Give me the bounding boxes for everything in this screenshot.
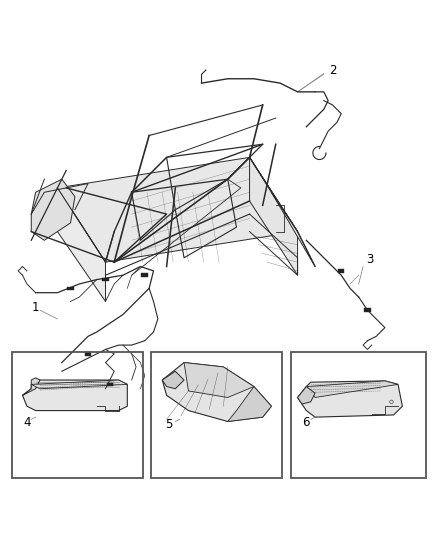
Polygon shape [250, 157, 297, 275]
Bar [151, 352, 283, 478]
Bar [291, 352, 426, 478]
Polygon shape [184, 362, 254, 398]
Polygon shape [31, 380, 127, 389]
Polygon shape [22, 378, 40, 395]
Text: 5: 5 [165, 418, 173, 432]
Bar [338, 269, 344, 272]
Text: 4: 4 [23, 416, 31, 429]
Polygon shape [22, 380, 127, 410]
Polygon shape [162, 372, 184, 389]
Polygon shape [31, 179, 75, 240]
Text: 6: 6 [302, 416, 309, 429]
Text: 3: 3 [366, 254, 373, 266]
Polygon shape [250, 157, 315, 266]
Polygon shape [297, 381, 403, 417]
Polygon shape [228, 386, 272, 422]
Bar [67, 287, 74, 290]
Text: 2: 2 [329, 63, 336, 77]
Polygon shape [57, 157, 297, 262]
Polygon shape [162, 362, 272, 422]
Polygon shape [306, 381, 398, 398]
Bar [364, 309, 371, 312]
Bar [12, 352, 143, 478]
Polygon shape [297, 386, 315, 404]
Polygon shape [57, 188, 106, 302]
Bar [107, 383, 113, 386]
Text: 1: 1 [32, 302, 39, 314]
Bar [85, 352, 91, 356]
Bar [102, 278, 109, 281]
Bar [141, 273, 148, 277]
